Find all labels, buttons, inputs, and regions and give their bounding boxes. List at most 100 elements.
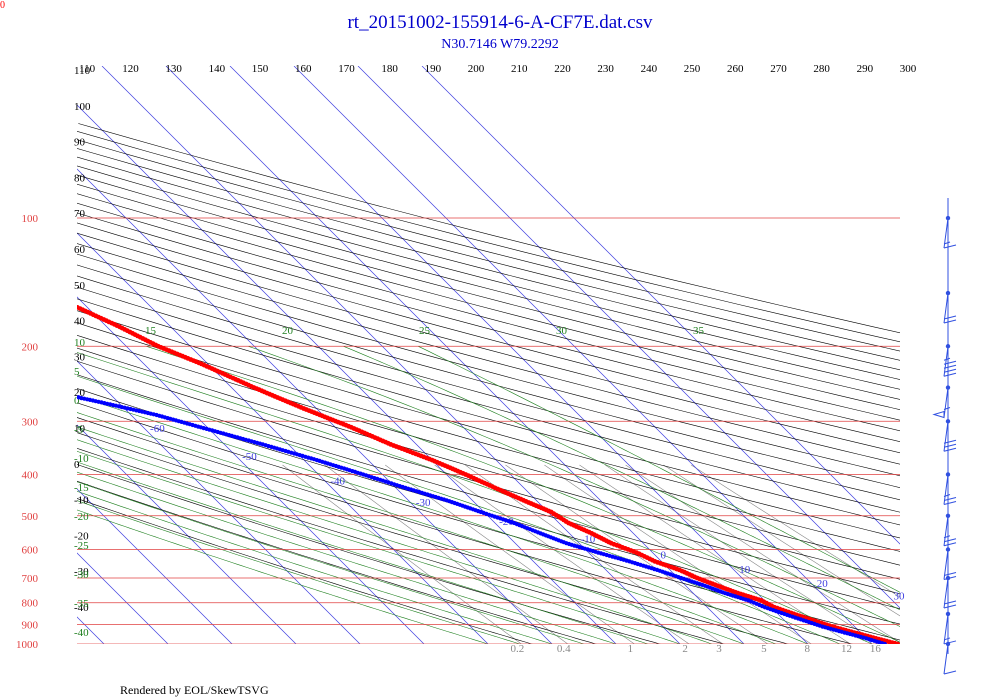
pressure-label: 600 xyxy=(22,544,39,556)
dry-adiabat-top-label: 140 xyxy=(209,63,226,75)
mixing-ratio-line xyxy=(625,464,900,643)
wind-barb-half-flag xyxy=(943,494,951,497)
wind-barb-flag xyxy=(943,439,957,444)
dewpoint-point xyxy=(8,381,12,385)
isotherm-label: -60 xyxy=(150,423,165,435)
dewpoint-point xyxy=(34,386,38,390)
temperature-point xyxy=(50,294,55,299)
isotherm-label: -10 xyxy=(581,534,596,546)
temperature-point xyxy=(21,282,26,287)
dewpoint-point xyxy=(25,384,29,388)
dry-adiabat-line xyxy=(77,232,900,454)
wind-barb-column xyxy=(932,198,957,675)
dry-adiabat-line xyxy=(77,264,900,488)
isotherm-line xyxy=(357,66,900,609)
dry-adiabat-top-label: 210 xyxy=(511,63,528,75)
moist-adiabat-line xyxy=(248,346,900,627)
temperature-point xyxy=(2,274,7,279)
dry-adiabat-left-label: 40 xyxy=(74,316,86,328)
wind-barb-half-flag xyxy=(943,357,951,361)
chart-traces xyxy=(0,274,900,644)
dewpoint-point xyxy=(54,390,58,394)
moist-adiabat-left-label: -25 xyxy=(74,540,89,552)
dewpoint-point xyxy=(0,379,3,383)
wind-barb-flag xyxy=(943,372,957,377)
dry-adiabat-line xyxy=(77,298,900,526)
dry-adiabat-line xyxy=(77,212,900,432)
isotherm-line xyxy=(77,296,425,644)
dewpoint-point xyxy=(37,387,41,391)
wind-barb-staff xyxy=(943,577,949,609)
dry-adiabat-line xyxy=(77,464,661,644)
dry-adiabat-top-label: 150 xyxy=(252,63,269,75)
dry-adiabat-line xyxy=(77,286,900,513)
dewpoint-point xyxy=(14,382,18,386)
temperature-point xyxy=(52,295,57,300)
dry-adiabat-left-label: 10 xyxy=(74,423,86,435)
moist-adiabat-line xyxy=(77,471,617,644)
dry-adiabat-top-label: 170 xyxy=(338,63,355,75)
wind-barb-staff xyxy=(943,421,949,452)
temperature-point xyxy=(26,284,31,289)
dry-adiabat-line xyxy=(77,334,900,566)
dry-adiabat-top-label: 270 xyxy=(770,63,787,75)
dry-adiabat-line xyxy=(77,131,900,343)
dry-adiabat-top-label: 260 xyxy=(727,63,744,75)
moist-adiabat-left-label: -40 xyxy=(74,627,89,639)
moist-adiabat-line xyxy=(77,451,681,644)
wind-barb-dot xyxy=(945,290,951,296)
pressure-label: 900 xyxy=(22,620,39,632)
mixing-ratio-label: 2 xyxy=(682,643,688,655)
mixing-ratio-line xyxy=(505,464,768,644)
wind-barb-dot xyxy=(945,385,951,390)
isotherm-line xyxy=(77,424,297,644)
isotherm-label: -40 xyxy=(330,475,345,487)
isotherm-line xyxy=(421,66,900,545)
isotherm-line xyxy=(77,488,233,644)
dry-adiabat-left-label: 20 xyxy=(74,387,86,399)
dry-adiabat-line xyxy=(77,417,854,644)
wind-barb-staff xyxy=(943,292,949,324)
moist-adiabat-left-label: 5 xyxy=(74,366,80,378)
wind-barb-flag xyxy=(943,364,957,369)
pressure-label: 1000 xyxy=(16,639,39,651)
temperature-point xyxy=(10,278,15,283)
dry-adiabat-line xyxy=(77,253,900,477)
moist-adiabat-label: 35 xyxy=(693,325,705,337)
isotherm-label: -30 xyxy=(416,497,431,509)
mixing-ratio-label: 0.4 xyxy=(557,643,571,655)
pressure-label: 400 xyxy=(22,469,39,481)
dry-adiabat-left-label: 80 xyxy=(74,172,86,184)
dewpoint-point xyxy=(77,395,78,399)
dry-adiabat-left-label: 110 xyxy=(74,65,91,77)
temperature-point xyxy=(44,292,49,297)
dewpoint-point xyxy=(62,392,66,396)
pressure-label: 700 xyxy=(22,573,39,585)
moist-adiabat-label: 25 xyxy=(419,325,431,337)
dry-adiabat-top-label: 110 xyxy=(79,63,96,75)
temperature-point xyxy=(34,287,39,292)
temperature-point xyxy=(55,296,60,301)
wind-barb-staff xyxy=(943,515,949,546)
temperature-point xyxy=(60,298,65,303)
wind-barb-half-flag xyxy=(943,637,951,641)
temperature-point xyxy=(39,290,44,295)
temperature-point xyxy=(31,286,36,291)
wind-barb-dot xyxy=(945,344,951,349)
isotherm-line xyxy=(165,66,745,644)
mixing-ratio-label: 5 xyxy=(761,643,767,655)
dry-adiabat-line xyxy=(77,148,900,361)
isotherm-line xyxy=(77,232,489,644)
mixing-ratio-label: 0.2 xyxy=(510,643,524,655)
dewpoint-point xyxy=(5,380,9,384)
wind-barb-flag xyxy=(943,542,957,547)
dewpoint-point xyxy=(2,379,6,383)
temperature-point xyxy=(7,277,12,282)
dry-adiabat-left-label: 60 xyxy=(74,244,86,256)
moist-adiabat-line xyxy=(343,346,900,611)
dewpoint-point xyxy=(51,390,55,394)
dry-adiabat-line xyxy=(77,447,725,644)
wind-barb-flag xyxy=(943,501,957,505)
isotherm-line xyxy=(101,66,681,644)
